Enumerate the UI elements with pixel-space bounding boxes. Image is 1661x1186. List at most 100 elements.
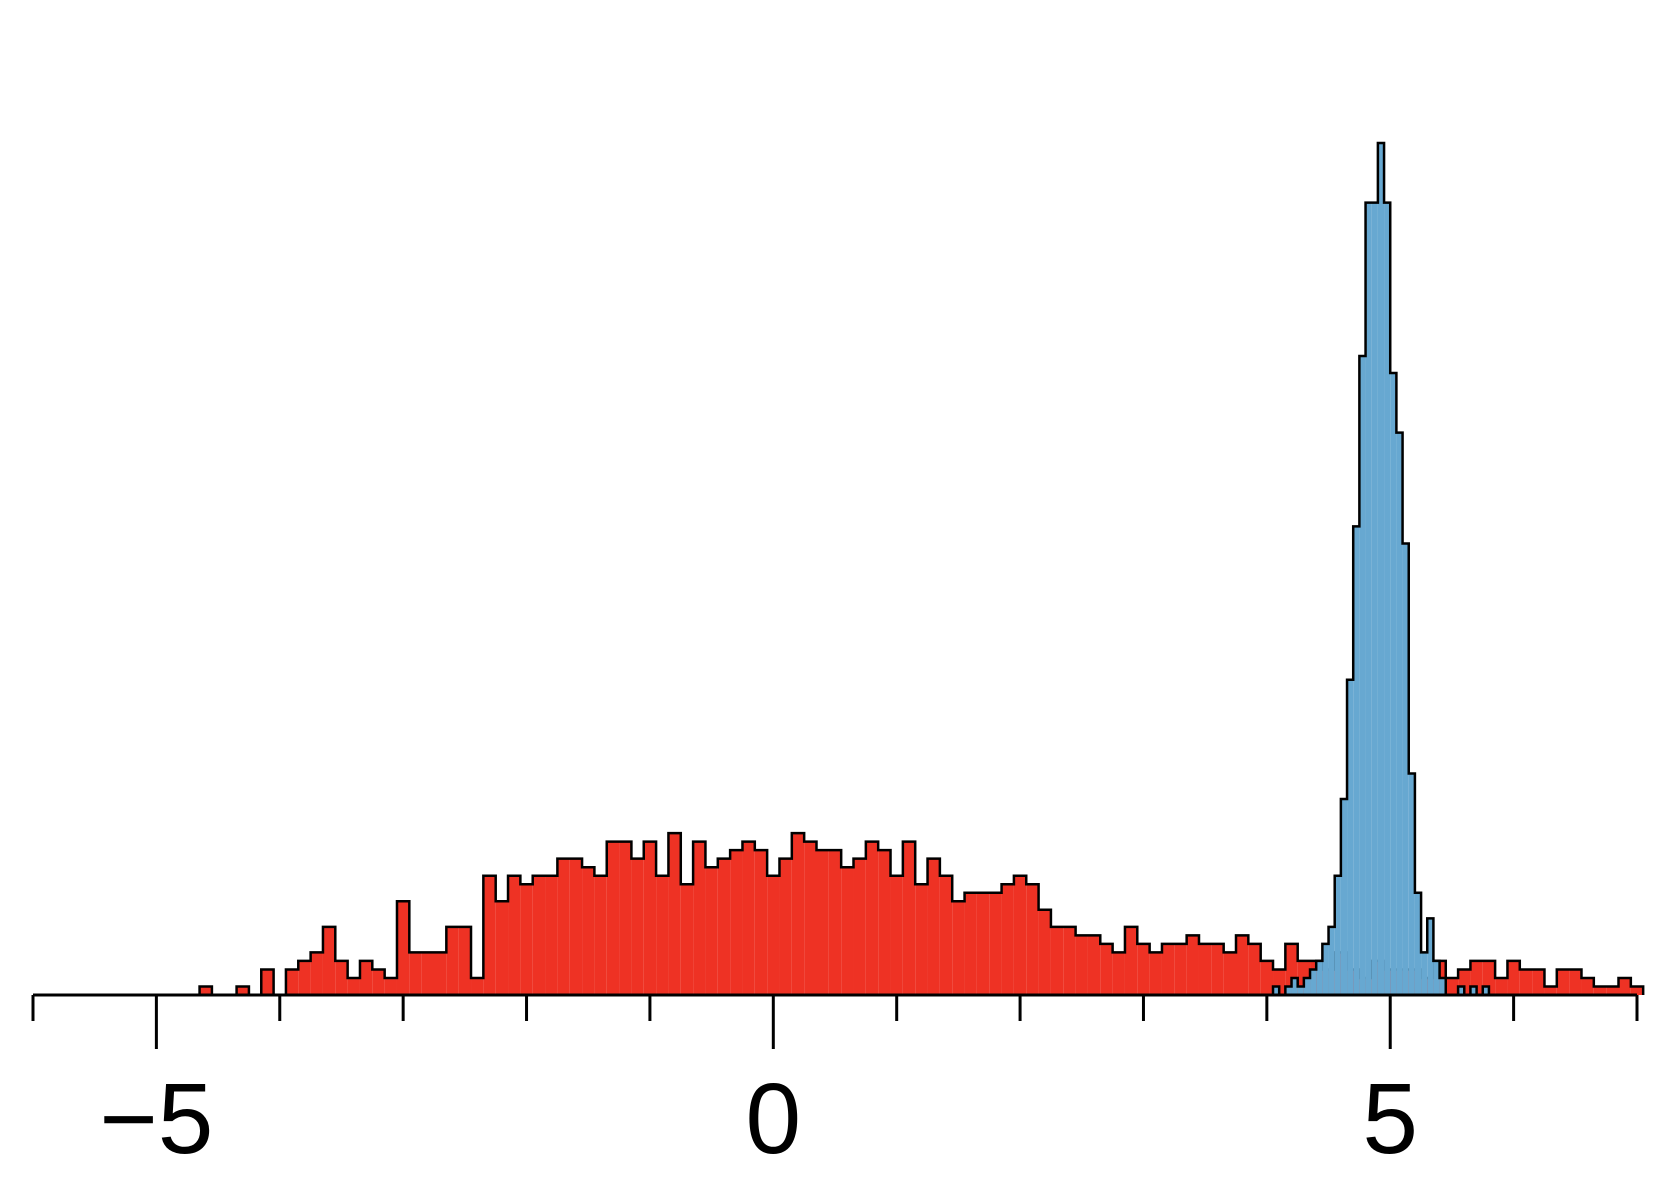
histogram-bar-s0-55 [878, 850, 891, 995]
histogram-bar-s0-105 [1495, 977, 1508, 995]
histogram-bar-s1-23 [1408, 773, 1415, 995]
histogram-bar-s0-112 [1581, 977, 1594, 995]
histogram-bars [198, 141, 1645, 997]
histogram-bar-s0-51 [828, 850, 842, 995]
histogram-bar-s0-59 [927, 858, 940, 995]
histogram-bar-s0-19 [434, 952, 447, 995]
histogram-bar-s0-54 [865, 841, 879, 995]
histogram-bar-s0-31 [582, 867, 595, 995]
histogram-bar-s0-114 [1606, 986, 1619, 995]
histogram-bar-s0-85 [1248, 943, 1261, 995]
x-axis: −5 0 5 [31, 993, 1639, 1175]
histogram-bar-s1-7 [1310, 969, 1317, 995]
histogram-bar-s1-33 [1470, 986, 1477, 995]
histogram-bar-s0-81 [1198, 943, 1212, 995]
histogram-bar-s0-0 [199, 986, 212, 995]
histogram-bar-s0-106 [1507, 960, 1520, 995]
histogram-bar-s0-17 [409, 952, 422, 995]
histogram-bar-s0-101 [1445, 977, 1459, 995]
histogram-bar-s0-40 [693, 841, 706, 995]
histogram-bar-s0-74 [1112, 952, 1125, 995]
histogram-bar-s0-5 [261, 969, 274, 995]
histogram-bar-s0-63 [976, 892, 990, 995]
histogram-bar-s0-47 [779, 858, 792, 995]
histogram-bar-s1-10 [1328, 926, 1335, 995]
histogram-bar-s0-86 [1260, 960, 1274, 995]
histogram-bar-s1-24 [1414, 892, 1422, 995]
histogram-bar-s1-27 [1433, 960, 1440, 995]
x-tick-label-0: −5 [99, 1063, 213, 1175]
histogram-bar-s1-11 [1334, 875, 1341, 995]
histogram-bar-s0-77 [1149, 952, 1162, 995]
histogram-bar-s0-65 [1001, 884, 1014, 995]
histogram-bar-s0-70 [1063, 926, 1076, 995]
histogram-bar-s0-10 [322, 926, 336, 995]
histogram-bar-s0-83 [1223, 952, 1236, 995]
histogram-bar-s0-7 [285, 969, 299, 995]
histogram-bar-s0-42 [717, 858, 731, 995]
histogram-bar-s0-78 [1161, 943, 1175, 995]
histogram-bar-s0-48 [791, 833, 805, 995]
histogram-bar-s0-41 [705, 867, 718, 995]
x-axis-ticks [31, 995, 1639, 1049]
histogram-bar-s1-8 [1316, 960, 1323, 995]
histogram-bar-s0-13 [359, 960, 373, 995]
histogram-bar-s0-43 [730, 850, 743, 995]
histogram-bar-s0-108 [1532, 969, 1545, 995]
histogram-bar-s0-49 [804, 841, 817, 995]
histogram-bar-s0-33 [606, 841, 620, 995]
histogram-bar-s0-67 [1026, 884, 1039, 995]
histogram-bar-s0-38 [668, 833, 681, 995]
histogram-bar-s0-14 [372, 969, 385, 995]
histogram-bar-s0-12 [347, 977, 360, 995]
histogram-bar-s1-21 [1396, 432, 1403, 995]
histogram-bar-s0-25 [508, 875, 521, 995]
histogram-bar-s1-16 [1365, 202, 1372, 995]
histogram-bar-s0-66 [1013, 875, 1027, 995]
histogram-bar-s0-61 [952, 901, 965, 995]
histogram-bar-s0-3 [236, 986, 249, 995]
histogram-bar-s0-111 [1569, 969, 1582, 995]
histogram-bar-s0-35 [631, 858, 644, 995]
histogram-bar-s0-68 [1038, 909, 1051, 995]
histogram-bar-s0-20 [446, 926, 459, 995]
histogram-bar-s0-109 [1544, 986, 1557, 995]
histogram-bar-s1-13 [1347, 679, 1354, 995]
histogram-bar-s0-84 [1236, 935, 1249, 995]
histogram-bar-s0-80 [1186, 935, 1199, 995]
histogram-bar-s0-57 [902, 841, 916, 995]
histogram-bar-s0-23 [483, 875, 496, 995]
histogram-bar-s1-17 [1371, 202, 1378, 995]
histogram-bar-s1-31 [1458, 986, 1465, 995]
histogram-bar-s1-9 [1322, 943, 1329, 995]
histogram-bar-s1-28 [1439, 977, 1446, 995]
histogram-bar-s0-9 [310, 952, 323, 995]
histogram-bar-s0-116 [1630, 986, 1644, 995]
histogram-bar-s0-36 [643, 841, 657, 995]
histogram-bar-s0-28 [545, 875, 558, 995]
histogram-bar-s0-58 [915, 884, 928, 995]
histogram-bar-s0-11 [335, 960, 348, 995]
histogram-bar-s1-35 [1482, 986, 1489, 995]
histogram-bar-s0-30 [569, 858, 583, 995]
histogram-bar-s0-27 [532, 875, 546, 995]
histogram-bar-s0-115 [1618, 977, 1631, 995]
histogram-bar-s0-45 [754, 850, 768, 995]
histogram-bar-s1-20 [1390, 373, 1397, 995]
histogram-bar-s0-72 [1087, 935, 1101, 995]
histogram-bar-s1-18 [1377, 143, 1385, 995]
histogram-bar-s0-37 [656, 875, 669, 995]
histogram-bar-s0-15 [384, 977, 397, 995]
histogram-bar-s0-8 [298, 960, 311, 995]
histogram-bar-s0-76 [1137, 943, 1150, 995]
histogram-bar-s0-113 [1593, 986, 1607, 995]
histogram-bar-s1-14 [1353, 526, 1360, 995]
histogram-bar-s0-22 [471, 977, 484, 995]
histogram-bar-s0-18 [421, 952, 434, 995]
histogram-bar-s0-26 [520, 884, 533, 995]
histogram-bar-s0-73 [1100, 943, 1113, 995]
histogram-bar-s0-46 [767, 875, 780, 995]
histogram-bar-s1-19 [1384, 202, 1391, 995]
histogram-bar-s1-1 [1273, 986, 1280, 995]
histogram-bar-s0-52 [841, 867, 854, 995]
